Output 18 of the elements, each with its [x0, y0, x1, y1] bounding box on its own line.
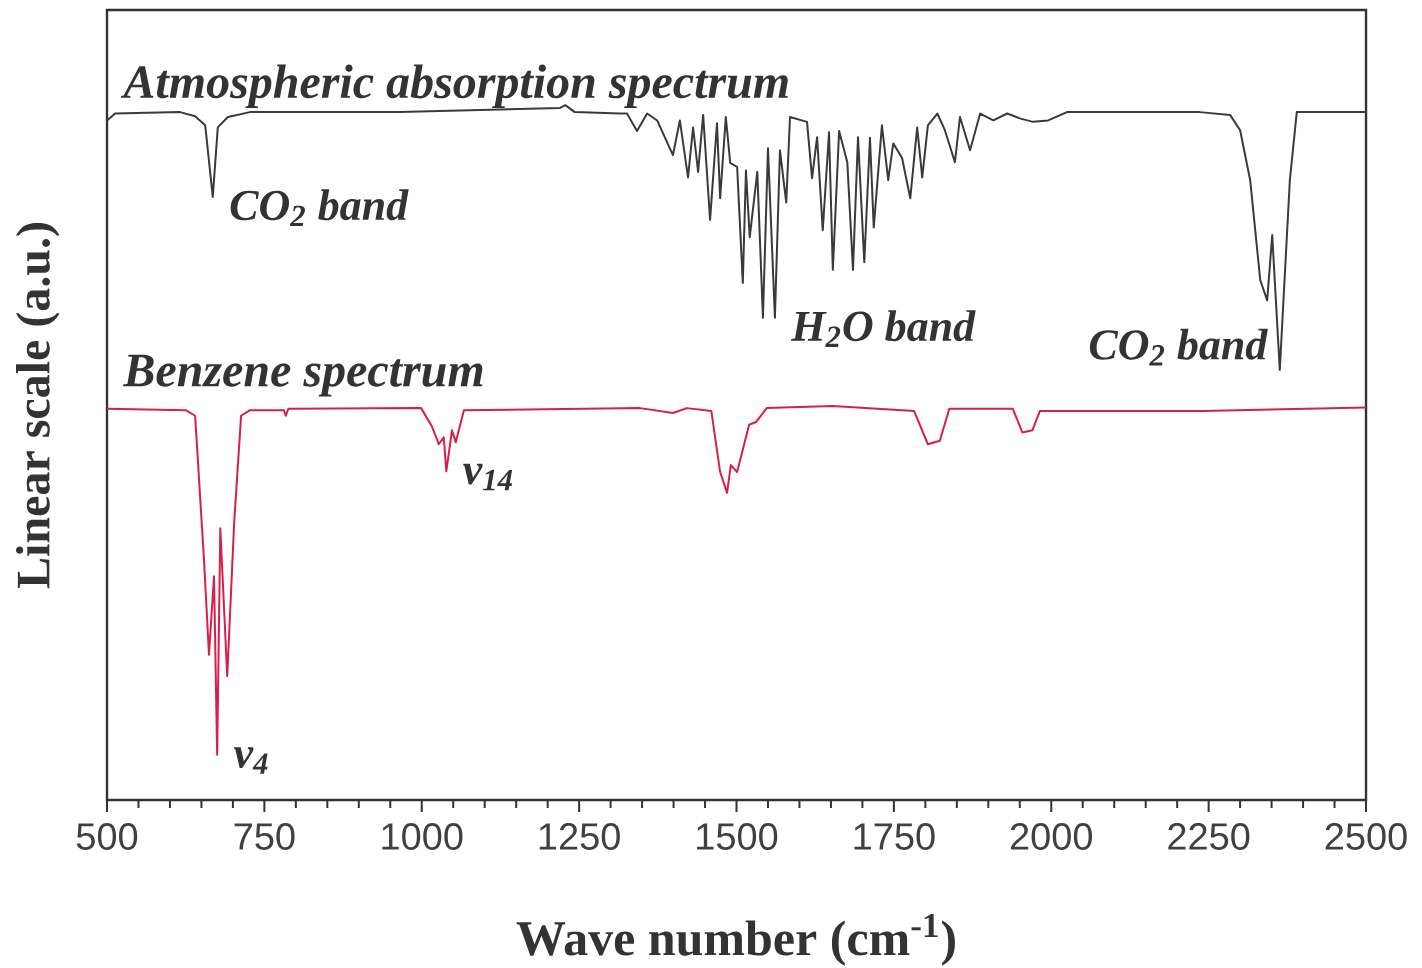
y-axis-title: Linear scale (a.u.) — [16, 223, 60, 589]
annotation: ν$_{14}$ — [463, 463, 513, 491]
annotation: CO$_{2}$ band — [1089, 328, 1268, 366]
x-axis-title: Wave number (cm$^{-1}$) — [516, 913, 955, 966]
annotation: ν$_{4}$ — [233, 747, 268, 774]
x-tick-label: 750 — [234, 823, 295, 850]
annotation: CO$_{2}$ band — [230, 189, 409, 227]
x-tick-label: 1500 — [697, 823, 778, 850]
x-tick-label: 1250 — [539, 823, 620, 850]
series-label: Benzene spectrum — [122, 354, 483, 397]
x-tick-label: 1000 — [382, 823, 463, 850]
x-tick-label: 500 — [76, 823, 138, 850]
series-label: Atmospheric absorption spectrum — [120, 64, 788, 109]
x-tick-label: 2250 — [1168, 823, 1250, 850]
x-tick-label: 2000 — [1010, 823, 1093, 850]
x-tick-label: 2500 — [1325, 823, 1407, 850]
annotation: H$_{2}$O band — [791, 310, 976, 347]
x-tick-label: 1750 — [854, 823, 935, 850]
